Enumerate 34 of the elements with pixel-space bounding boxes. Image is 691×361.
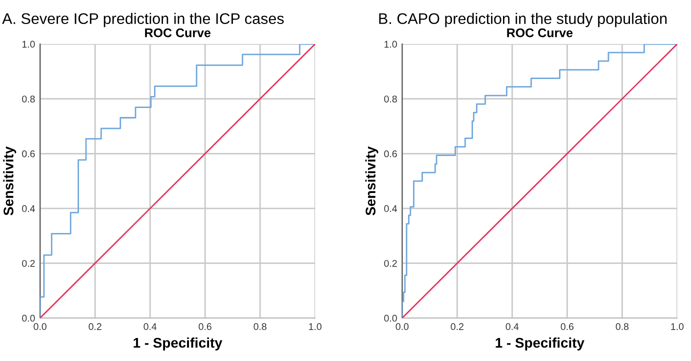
x-tick-label: 0.4 [506, 323, 519, 330]
line-series [40, 44, 316, 318]
x-tick-label: 1.0 [671, 323, 684, 330]
y-tick-label: 0.6 [22, 150, 35, 158]
y-axis-title: Sensitivity [3, 146, 16, 216]
x-tick-label: 0.0 [34, 323, 46, 330]
x-axis-title: 1 - Specificity [134, 338, 222, 350]
x-tick-label: 1.0 [309, 323, 322, 330]
x-tick-label: 0.4 [144, 323, 157, 330]
x-axis-title: 1 - Specificity [496, 338, 584, 350]
y-tick-label: 0.4 [22, 205, 35, 212]
y-tick-label: 0.6 [384, 150, 397, 158]
y-axis-title: Sensitivity [365, 146, 378, 216]
y-tick-label: 0.0 [384, 314, 397, 322]
line-series [402, 44, 678, 318]
y-tick-label: 1.0 [22, 40, 35, 48]
y-tick-label: 0.0 [22, 314, 35, 322]
x-tick-label: 0.6 [560, 323, 574, 330]
x-tick-label: 0.2 [450, 323, 464, 330]
x-tick-label: 0.2 [88, 323, 102, 330]
y-tick-label: 1.0 [384, 40, 397, 48]
x-tick-label: 0.0 [396, 323, 409, 330]
y-tick-label: 0.8 [22, 96, 35, 102]
y-tick-label: 0.8 [384, 96, 397, 102]
y-tick-label: 0.2 [384, 260, 397, 267]
x-tick-label: 0.8 [616, 323, 629, 330]
chart-subtitle: ROC Curve [145, 28, 210, 38]
y-tick-label: 0.2 [22, 260, 35, 267]
x-tick-label: 0.8 [254, 323, 266, 330]
chart-title: B. CAPO prediction in the study population [379, 12, 667, 28]
x-tick-label: 0.6 [198, 323, 212, 330]
chart-subtitle: ROC Curve [507, 28, 573, 38]
chart-title: A. Severe ICP prediction in the ICP cases [2, 12, 284, 28]
y-tick-label: 0.4 [384, 205, 398, 212]
